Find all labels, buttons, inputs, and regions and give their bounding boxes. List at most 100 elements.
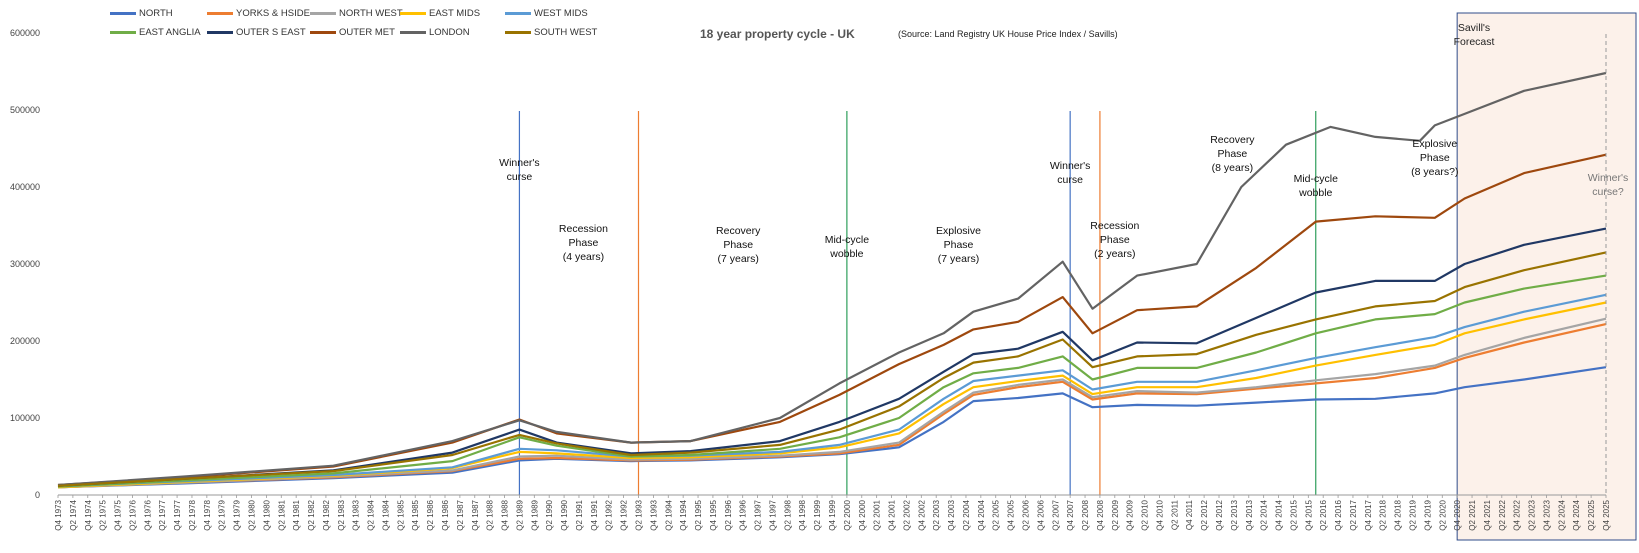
x-tick-label: Q2 1995 — [694, 499, 703, 530]
phase-annotation: Mid-cycle wobble — [1293, 172, 1338, 199]
x-tick-label: Q2 1991 — [575, 499, 584, 530]
legend-swatch — [310, 11, 336, 15]
x-tick-label: Q2 2020 — [1438, 499, 1447, 530]
legend-item: WEST MIDS — [505, 6, 588, 20]
x-tick-label: Q4 1997 — [768, 499, 777, 530]
x-tick-label: Q2 1985 — [396, 499, 405, 530]
x-tick-label: Q4 1981 — [292, 499, 301, 530]
legend-label: OUTER MET — [339, 26, 395, 38]
x-tick-label: Q4 1978 — [203, 499, 212, 530]
x-tick-label: Q4 2002 — [917, 499, 926, 530]
x-tick-label: Q2 1986 — [426, 499, 435, 530]
x-tick-label: Q2 1981 — [277, 499, 286, 530]
x-tick-label: Q4 1973 — [54, 499, 63, 530]
legend-swatch — [505, 11, 531, 15]
forecast-winners-curse-label: Winner's curse? — [1587, 172, 1629, 198]
x-tick-label: Q4 1987 — [471, 499, 480, 530]
x-tick-label: Q4 2004 — [977, 499, 986, 530]
x-tick-label: Q4 2025 — [1602, 499, 1611, 530]
series-line-london — [57, 71, 1607, 487]
legend-item: YORKS & HSIDE — [207, 6, 310, 20]
x-tick-label: Q4 2011 — [1185, 499, 1194, 530]
x-tick-label: Q2 1976 — [128, 499, 137, 530]
x-tick-label: Q4 1974 — [84, 499, 93, 530]
x-tick-label: Q2 2013 — [1230, 499, 1239, 530]
x-tick-label: Q2 1999 — [813, 499, 822, 530]
phase-annotation: Explosive Phase (7 years) — [936, 224, 981, 265]
series-line-north-west — [57, 317, 1607, 489]
x-tick-label: Q4 1976 — [143, 499, 152, 530]
x-tick-label: Q2 1992 — [605, 499, 614, 530]
y-tick-label: 400000 — [10, 182, 40, 192]
phase-annotation: Recovery Phase (7 years) — [716, 224, 761, 265]
forecast-region — [1456, 12, 1637, 541]
forecast-label: Savill's Forecast — [1453, 22, 1495, 48]
series-line-south-west — [57, 251, 1607, 487]
x-tick-label: Q4 2001 — [888, 499, 897, 530]
y-tick-label: 200000 — [10, 336, 40, 346]
x-tick-label: Q2 2023 — [1528, 499, 1537, 530]
y-tick-label: 500000 — [10, 105, 40, 115]
x-tick-label: Q2 2011 — [1170, 499, 1179, 530]
x-tick-label: Q4 1979 — [233, 499, 242, 530]
x-tick-label: Q2 1994 — [664, 499, 673, 530]
x-tick-label: Q2 1980 — [248, 499, 257, 530]
phase-annotation: Mid-cycle wobble — [824, 234, 870, 261]
x-tick-label: Q2 2010 — [1141, 499, 1150, 530]
series-lines — [57, 71, 1607, 489]
x-tick-label: Q2 2006 — [1022, 499, 1031, 530]
legend-swatch — [400, 30, 426, 34]
legend-label: EAST ANGLIA — [139, 26, 201, 38]
x-tick-label: Q4 1985 — [411, 499, 420, 530]
x-tick-label: Q4 1984 — [381, 499, 390, 530]
x-tick-label: Q2 2012 — [1200, 499, 1209, 530]
x-tick-label: Q2 2009 — [1111, 499, 1120, 530]
x-axis: Q4 1973 Q2 1974 Q4 1974 Q2 1975 Q4 1975 Q2 19… — [54, 495, 1611, 531]
x-tick-label: Q4 1977 — [173, 499, 182, 530]
legend-swatch — [400, 11, 426, 15]
x-tick-label: Q4 2019 — [1423, 499, 1432, 530]
x-tick-label: Q4 2018 — [1394, 499, 1403, 530]
phase-annotation: Winner's curse — [499, 157, 540, 184]
phase-annotation: Recession Phase (2 years) — [1090, 220, 1140, 261]
x-tick-label: Q4 1989 — [530, 499, 539, 530]
x-tick-label: Q4 2012 — [1215, 499, 1224, 530]
legend-label: NORTH — [139, 7, 173, 19]
x-tick-label: Q2 1989 — [515, 499, 524, 530]
legend-label: OUTER S EAST — [236, 26, 306, 38]
x-tick-label: Q2 2019 — [1409, 499, 1418, 530]
x-tick-label: Q2 2000 — [843, 499, 852, 530]
x-tick-label: Q2 2008 — [1081, 499, 1090, 530]
legend-item: NORTH WEST — [310, 6, 403, 20]
x-tick-label: Q4 2021 — [1483, 499, 1492, 530]
legend-item: OUTER S EAST — [207, 25, 306, 39]
legend-label: NORTH WEST — [339, 7, 403, 19]
x-tick-label: Q4 1988 — [501, 499, 510, 530]
legend-swatch — [110, 11, 136, 15]
x-tick-label: Q2 2001 — [873, 499, 882, 530]
legend-item: SOUTH WEST — [505, 25, 597, 39]
x-tick-label: Q4 1982 — [322, 499, 331, 530]
legend: NORTH YORKS & HSIDE NORTH WEST EAST MIDS WES… — [110, 6, 630, 40]
x-tick-label: Q2 1988 — [486, 499, 495, 530]
x-tick-label: Q4 1995 — [709, 499, 718, 530]
x-tick-label: Q2 2022 — [1498, 499, 1507, 530]
x-tick-label: Q2 1974 — [69, 499, 78, 530]
x-tick-label: Q4 2016 — [1334, 499, 1343, 530]
x-tick-label: Q4 1990 — [560, 499, 569, 530]
phase-annotation: Recession Phase (4 years) — [558, 222, 608, 263]
x-tick-label: Q4 2005 — [1007, 499, 1016, 530]
x-tick-label: Q2 1978 — [188, 499, 197, 530]
x-tick-label: Q2 1997 — [754, 499, 763, 530]
x-tick-label: Q4 1980 — [262, 499, 271, 530]
x-tick-label: Q2 2021 — [1468, 499, 1477, 530]
x-tick-label: Q4 1999 — [828, 499, 837, 530]
legend-swatch — [207, 11, 233, 15]
legend-item: LONDON — [400, 25, 470, 39]
x-tick-label: Q2 2002 — [902, 499, 911, 530]
x-tick-label: Q2 2014 — [1260, 499, 1269, 530]
x-tick-label: Q2 1990 — [545, 499, 554, 530]
x-tick-label: Q4 1991 — [590, 499, 599, 530]
x-tick-label: Q2 1987 — [456, 499, 465, 530]
legend-item: NORTH — [110, 6, 173, 20]
